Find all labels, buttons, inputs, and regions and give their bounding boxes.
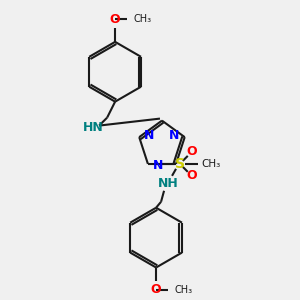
Text: S: S bbox=[175, 157, 185, 171]
Text: HN: HN bbox=[83, 121, 104, 134]
Text: O: O bbox=[186, 169, 197, 182]
Text: N: N bbox=[153, 159, 163, 172]
Text: O: O bbox=[151, 284, 161, 296]
Text: O: O bbox=[186, 146, 197, 158]
Text: N: N bbox=[169, 129, 180, 142]
Text: O: O bbox=[110, 13, 120, 26]
Text: CH₃: CH₃ bbox=[174, 285, 192, 296]
Text: N: N bbox=[144, 129, 154, 142]
Text: NH: NH bbox=[158, 177, 178, 190]
Text: CH₃: CH₃ bbox=[133, 14, 151, 24]
Text: CH₃: CH₃ bbox=[202, 159, 221, 169]
